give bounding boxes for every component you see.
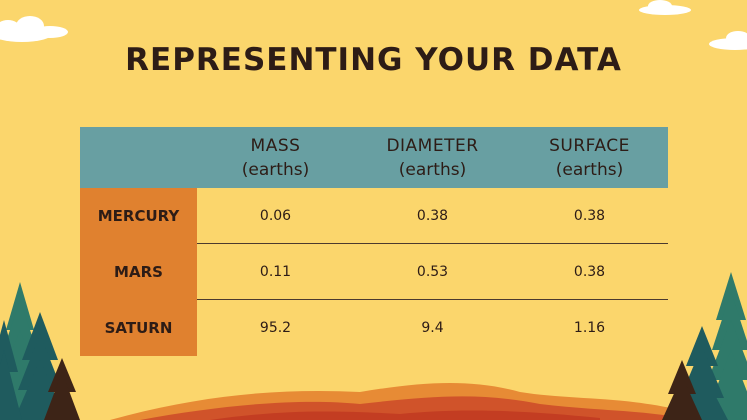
data-table: MASS (earths) DIAMETER (earths) SURFACE … [80,127,668,356]
table-cell: 0.53 [416,264,449,280]
table-cell: 0.38 [416,208,449,224]
row-divider [197,243,668,244]
table-cell: 0.06 [259,208,292,224]
column-unit: (earths) [241,159,310,180]
table-header: MASS (earths) DIAMETER (earths) SURFACE … [80,127,668,188]
tree-icon [44,358,80,420]
tree-icon [14,312,66,420]
tree-icon [676,326,728,420]
page-title: REPRESENTING YOUR DATA [125,42,622,78]
hills [110,382,680,420]
row-header: SATURN [80,300,197,356]
column-header-diameter: DIAMETER (earths) [354,127,511,188]
cloud-icon [0,16,68,42]
column-name: DIAMETER [386,135,479,156]
table-row: MERCURY 0.06 0.38 0.38 [80,188,668,244]
table-cell: 1.16 [573,320,606,336]
column-unit: (earths) [398,159,467,180]
column-header-surface: SURFACE (earths) [511,127,668,188]
row-header: MARS [80,244,197,300]
table-cell: 0.38 [573,208,606,224]
tree-icon [662,360,702,420]
tree-icon [0,320,22,420]
row-divider [197,299,668,300]
table-cell: 95.2 [259,320,292,336]
table-row: MARS 0.11 0.53 0.38 [80,244,668,300]
column-unit: (earths) [555,159,624,180]
column-header-mass: MASS (earths) [197,127,354,188]
table-cell: 0.38 [573,264,606,280]
cloud-icon [639,0,691,15]
column-name: SURFACE [549,135,630,156]
table-row: SATURN 95.2 9.4 1.16 [80,300,668,356]
column-name: MASS [250,135,301,156]
table-corner [80,127,197,188]
table-cell: 0.11 [259,264,292,280]
tree-icon [0,282,46,420]
table-cell: 9.4 [421,320,444,336]
tree-icon [704,272,747,420]
row-header: MERCURY [80,188,197,244]
